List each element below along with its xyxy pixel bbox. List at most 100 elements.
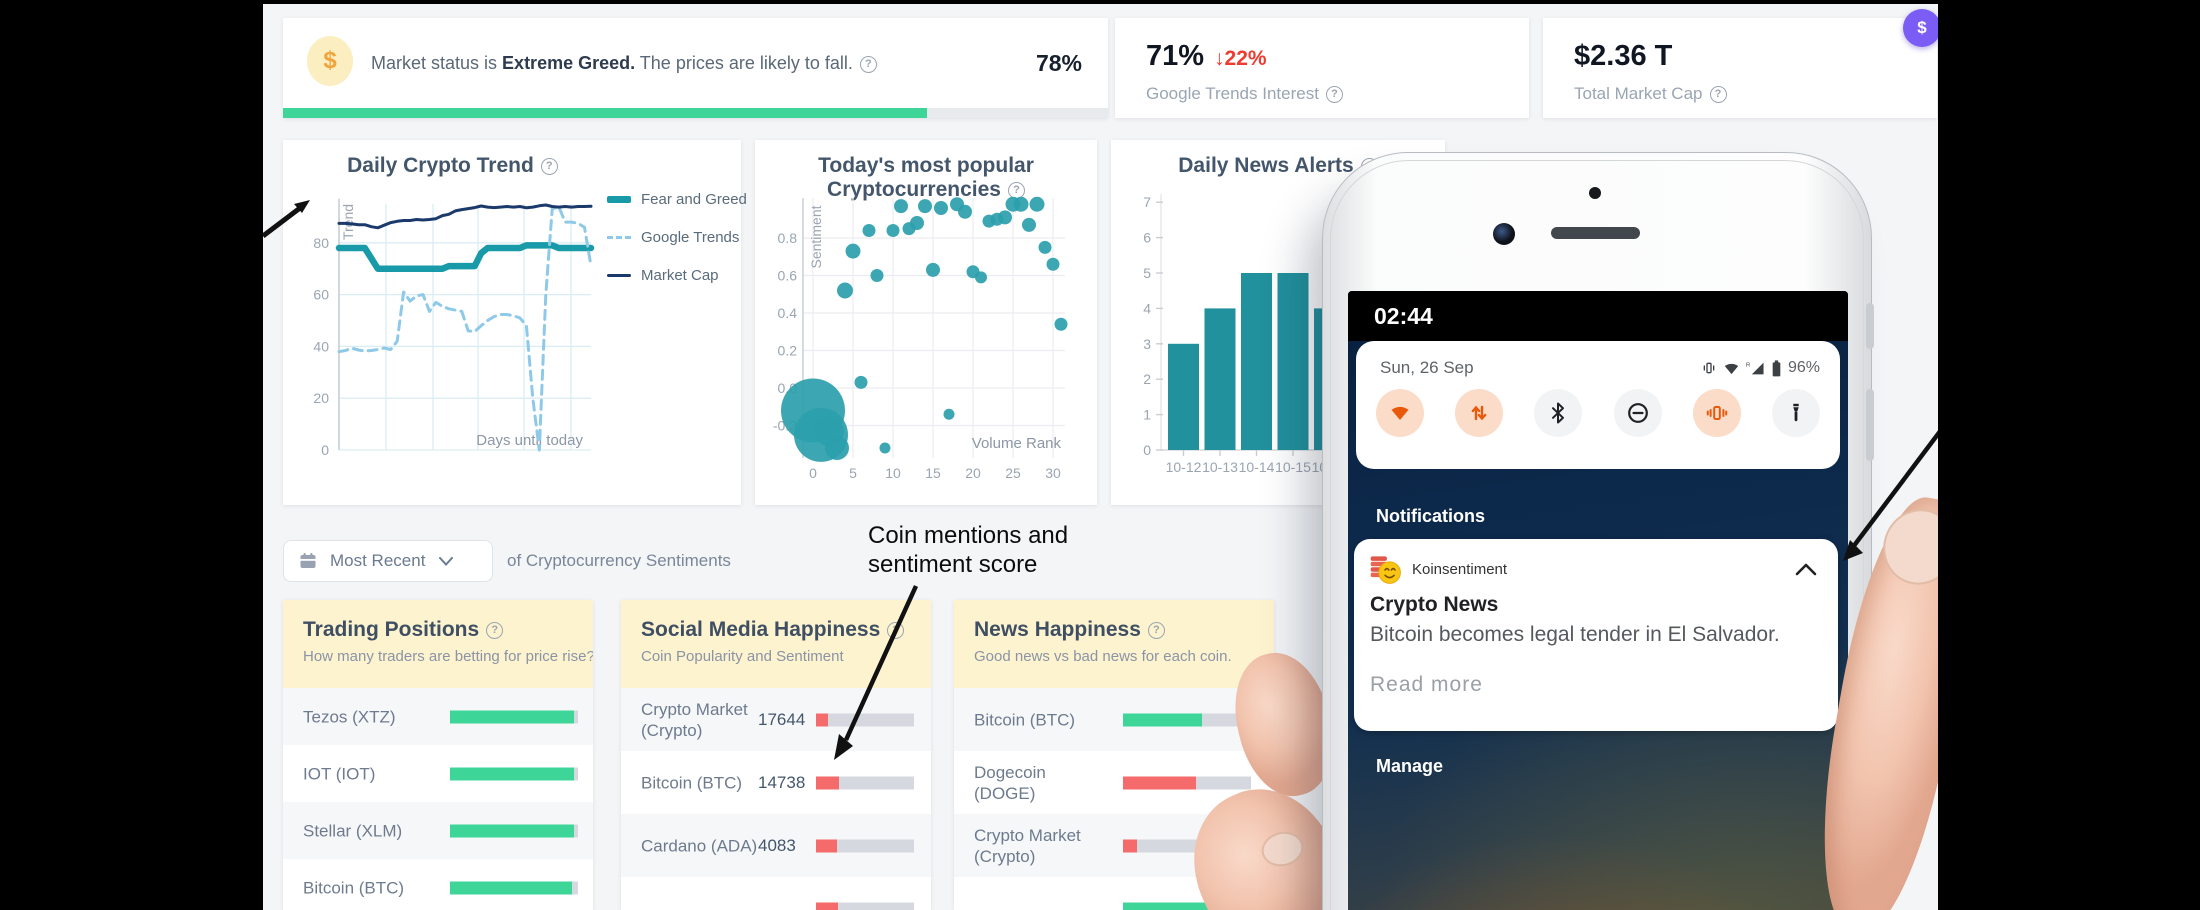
- date-filter-dropdown[interactable]: Most Recent: [283, 540, 493, 582]
- help-icon[interactable]: ?: [486, 621, 504, 639]
- legend-swatch-icon: [607, 235, 631, 239]
- koinsentiment-app-icon: [1370, 556, 1401, 584]
- vibrate-status-icon: [1703, 362, 1715, 374]
- scatter-point: [894, 199, 908, 214]
- svg-text:0: 0: [809, 465, 817, 481]
- scatter-point: [837, 282, 853, 299]
- battery-icon: [1772, 359, 1781, 376]
- table-row: Crypto Market (Crypto) 17644: [621, 688, 931, 751]
- toggle-data[interactable]: [1455, 389, 1504, 437]
- annotation-coin-mentions: Coin mentions and sentiment score: [868, 521, 1068, 579]
- svg-text:Volume Rank: Volume Rank: [972, 435, 1062, 452]
- notification-read-more[interactable]: Read more: [1370, 673, 1483, 696]
- chevron-up-icon[interactable]: [1794, 562, 1818, 576]
- table-row: IOT (IOT): [283, 745, 593, 802]
- svg-text:5: 5: [849, 465, 857, 481]
- coin-label: Dogecoin (DOGE): [974, 762, 1046, 803]
- dnd-icon: [1627, 403, 1648, 423]
- legend-item: Market Cap: [607, 256, 729, 294]
- toggle-vibrate[interactable]: [1692, 389, 1741, 437]
- mention-count: 4083: [758, 835, 796, 855]
- sentiment-bar-track: [816, 902, 914, 910]
- svg-text:20: 20: [313, 390, 329, 406]
- svg-text:10-15: 10-15: [1275, 459, 1311, 475]
- phone-status-icons: R 96%: [1701, 359, 1820, 377]
- svg-text:4: 4: [1143, 300, 1151, 316]
- mention-count: 14738: [758, 772, 806, 792]
- quick-settings-panel: Sun, 26 Sep R: [1356, 341, 1840, 469]
- chat-widget-button[interactable]: $: [1903, 9, 1941, 47]
- svg-text:2: 2: [1143, 371, 1151, 387]
- svg-text:5: 5: [1143, 265, 1151, 281]
- toggle-bluetooth[interactable]: [1534, 389, 1583, 437]
- sentiment-bar-fill: [816, 839, 837, 852]
- sentiment-bar-fill: [450, 710, 575, 723]
- table-row: Bitcoin (BTC): [954, 688, 1274, 751]
- table-row: Stellar (XLM): [283, 802, 593, 859]
- sentiment-bar-track: [450, 824, 578, 837]
- sentiment-bar-fill: [450, 881, 572, 894]
- wifi-status-icon: [1724, 363, 1739, 374]
- toggle-dnd[interactable]: [1613, 389, 1662, 437]
- phone-mockup: 02:44 Sun, 26 Sep: [1322, 152, 1874, 910]
- coin-label: Stellar (XLM): [303, 821, 403, 840]
- phone-front-camera: [1493, 223, 1515, 245]
- help-icon[interactable]: ?: [540, 157, 558, 175]
- help-icon[interactable]: ?: [1325, 85, 1343, 103]
- market-cap-card: $2.36 T Total Market Cap?: [1543, 18, 1937, 118]
- status-prefix: Market status is: [371, 53, 503, 73]
- progress-fill: [283, 108, 927, 118]
- scatter-point: [825, 436, 849, 460]
- svg-text:10-12: 10-12: [1166, 459, 1202, 475]
- phone-clock: 02:44: [1374, 303, 1433, 329]
- coin-label: IOT (IOT): [303, 764, 376, 783]
- svg-text:80: 80: [313, 235, 329, 251]
- svg-text:0.2: 0.2: [778, 343, 798, 359]
- manage-notifications-button[interactable]: Manage: [1376, 756, 1444, 776]
- popular-cryptos-chart: Today's most popular Cryptocurrencies? -…: [755, 140, 1097, 505]
- bluetooth-icon: [1552, 402, 1565, 424]
- notifications-section-label: Notifications: [1376, 506, 1486, 526]
- table-row: Bitcoin (BTC) 14738: [621, 751, 931, 814]
- help-icon[interactable]: ?: [1709, 85, 1727, 103]
- bar-10-13: [1204, 308, 1236, 450]
- scatter-point: [926, 262, 940, 277]
- right-black-bar: [1938, 0, 2200, 910]
- cell-signal-icon: R: [1746, 362, 1764, 374]
- scatter-point: [934, 201, 948, 215]
- help-icon[interactable]: ?: [859, 55, 877, 73]
- panel-header: Trading Positions? How many traders are …: [283, 600, 593, 688]
- phone-status-bar: 02:44: [1348, 291, 1848, 341]
- notification-body: Bitcoin becomes legal tender in El Salva…: [1370, 623, 1780, 646]
- svg-text:0.6: 0.6: [778, 268, 798, 284]
- svg-text:1: 1: [1143, 407, 1151, 423]
- flashlight-icon: [1793, 403, 1799, 422]
- sentiment-bar-track: [450, 881, 578, 894]
- sentiment-bar-fill: [1123, 902, 1226, 910]
- help-icon[interactable]: ?: [887, 621, 905, 639]
- filter-context-label: of Cryptocurrency Sentiments: [507, 551, 731, 570]
- table-row: Dogecoin (DOGE): [954, 751, 1274, 814]
- svg-text:6: 6: [1143, 230, 1151, 246]
- series-google-trends: [337, 205, 593, 452]
- phone-sensor-dot: [1589, 187, 1601, 199]
- series-market-cap: [337, 203, 593, 230]
- panel-header: Social Media Happiness? Coin Popularity …: [621, 600, 931, 688]
- help-icon[interactable]: ?: [1147, 621, 1165, 639]
- status-message: The prices are likely to fall.: [635, 53, 853, 73]
- status-value: Extreme Greed.: [502, 53, 636, 73]
- notification-card[interactable]: Koinsentiment Crypto News Bitcoin become…: [1354, 539, 1838, 731]
- toggle-wifi[interactable]: [1376, 389, 1424, 437]
- series-fear-and-greed: [335, 242, 595, 272]
- sentiment-bar-fill: [1123, 839, 1138, 852]
- svg-text:10-13: 10-13: [1202, 459, 1238, 475]
- toggle-flashlight[interactable]: [1771, 389, 1820, 437]
- chart-title: Daily Crypto Trend?: [283, 154, 622, 178]
- market-status-progress: [283, 108, 1108, 118]
- svg-text:3: 3: [1143, 336, 1151, 352]
- quick-toggles: [1376, 387, 1820, 439]
- panel-title: Trading Positions?: [303, 618, 573, 642]
- coin-label: Bitcoin (BTC): [303, 878, 405, 897]
- svg-text:Days until today: Days until today: [476, 432, 583, 449]
